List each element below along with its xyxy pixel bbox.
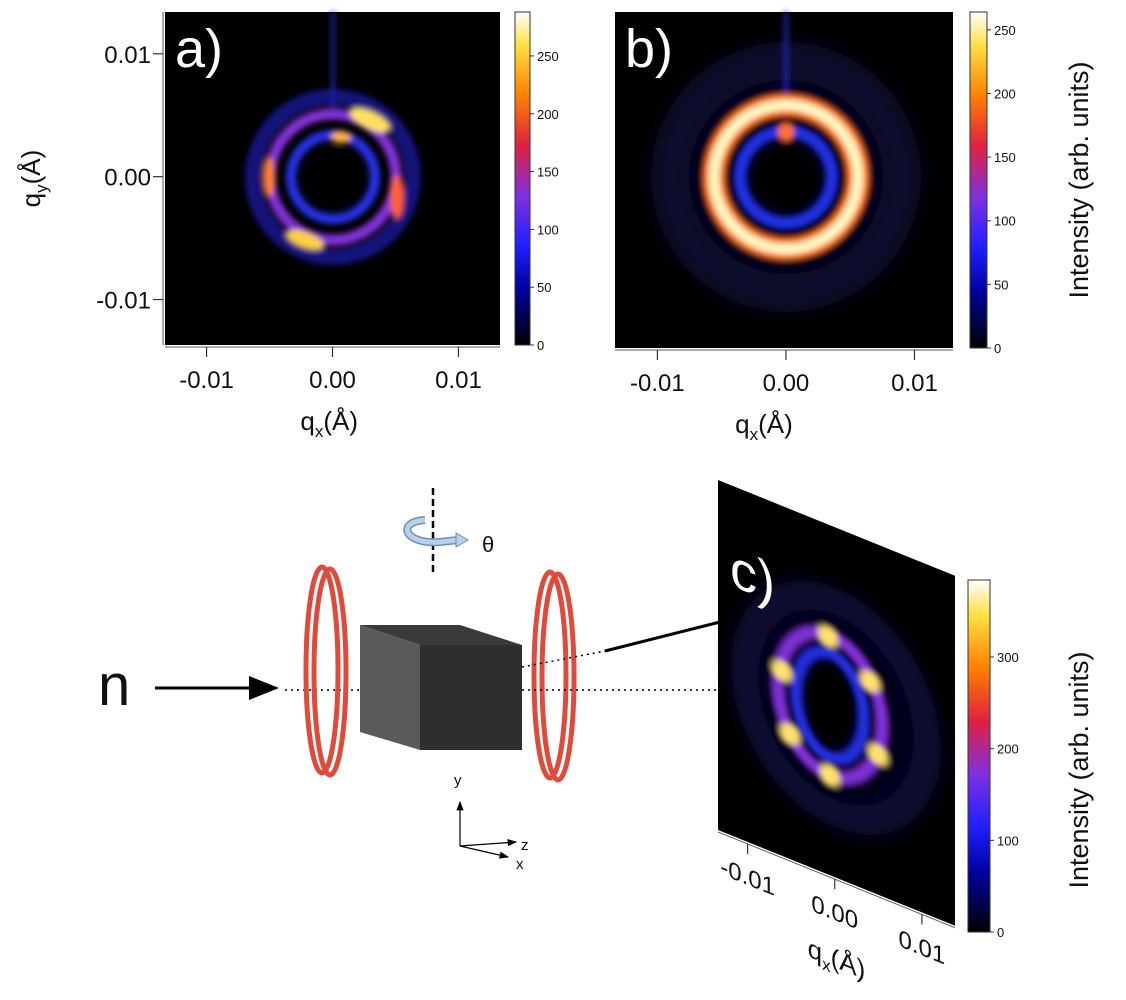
- axis-label-part: x: [822, 954, 831, 977]
- y-tick-label: 0.00: [104, 165, 151, 192]
- axis-label-part: x: [315, 422, 324, 441]
- axis-x-label: x: [516, 856, 524, 873]
- colorbar-tick-label: 50: [994, 277, 1008, 292]
- colorbar-tick-label: 150: [994, 150, 1016, 165]
- colorbar-label: Intensity (arb. units): [1064, 651, 1094, 888]
- axis-label-part: (Å): [758, 409, 793, 439]
- heatmap-a: [165, 12, 500, 345]
- axis-label-part: q: [16, 193, 46, 207]
- colorbar-tick-label: 150: [537, 165, 559, 180]
- x-tick-label: 0.00: [763, 370, 810, 397]
- axis-label: qx(Å): [808, 932, 866, 990]
- x-axis-line: [718, 831, 955, 929]
- x-tick-label: 0.01: [899, 925, 946, 971]
- colorbar: [514, 11, 531, 346]
- colorbar-tick-label: 250: [994, 23, 1016, 38]
- neutron-label: n: [98, 653, 130, 718]
- colorbar-tick-label: 200: [537, 107, 559, 122]
- colorbar-tick-label: 0: [994, 341, 1001, 356]
- setup-diagram: n θ y z x: [98, 488, 721, 873]
- y-tick-label: 0.01: [104, 42, 151, 69]
- colorbar-tick-label: 100: [537, 222, 559, 237]
- panel-label: a): [175, 19, 223, 79]
- axis-label: qx(Å): [735, 409, 793, 444]
- heatmap-c: [718, 480, 955, 926]
- axis-label-part: (Å): [16, 150, 46, 185]
- colorbar-tick-label: 50: [537, 280, 551, 295]
- colorbar-tick-label: 300: [997, 650, 1019, 665]
- colorbar-tick-label: 200: [994, 86, 1016, 101]
- heatmap-b: [615, 12, 953, 348]
- axis-label-part: q: [300, 406, 314, 436]
- axes-layer: -0.01 0.00 0.01qx(Å)0.010.00-0.01qy(Å)a)05…: [16, 11, 1094, 990]
- rotation-label: θ: [482, 532, 494, 557]
- axis-label-part: y: [32, 184, 51, 193]
- x-tick-label: 0.00: [811, 890, 858, 936]
- colorbar-tick-label: 250: [537, 49, 559, 64]
- x-tick-label: -0.01: [179, 367, 234, 394]
- colorbar: [969, 11, 988, 349]
- x-tick-label: -0.01: [630, 370, 685, 397]
- colorbar-tick-label: 0: [997, 925, 1004, 940]
- colorbar: [967, 579, 991, 933]
- axis-label-part: (Å): [323, 406, 358, 436]
- colorbar-tick-label: 100: [997, 833, 1019, 848]
- axis-y-label: y: [454, 772, 462, 789]
- axis-label-part: (Å): [831, 941, 866, 985]
- axis-label-part: x: [750, 425, 759, 444]
- colorbar-label: Intensity (arb. units): [1064, 61, 1094, 298]
- colorbar-tick-label: 0: [537, 338, 544, 353]
- axis-z-label: z: [521, 837, 529, 854]
- axis-label-part: q: [808, 933, 822, 968]
- axis-label-part: q: [735, 409, 749, 439]
- x-tick-label: 0.01: [891, 370, 938, 397]
- x-tick-label: -0.01: [720, 853, 775, 902]
- colorbar-tick-label: 100: [994, 214, 1016, 229]
- x-tick-label: 0.00: [309, 367, 356, 394]
- colorbar-tick-label: 200: [997, 742, 1019, 757]
- y-tick-label: -0.01: [96, 288, 151, 315]
- axis-label: qy(Å): [16, 150, 51, 208]
- axis-label: qx(Å): [300, 406, 358, 441]
- x-tick-label: 0.01: [435, 367, 482, 394]
- panel-label: b): [625, 19, 673, 79]
